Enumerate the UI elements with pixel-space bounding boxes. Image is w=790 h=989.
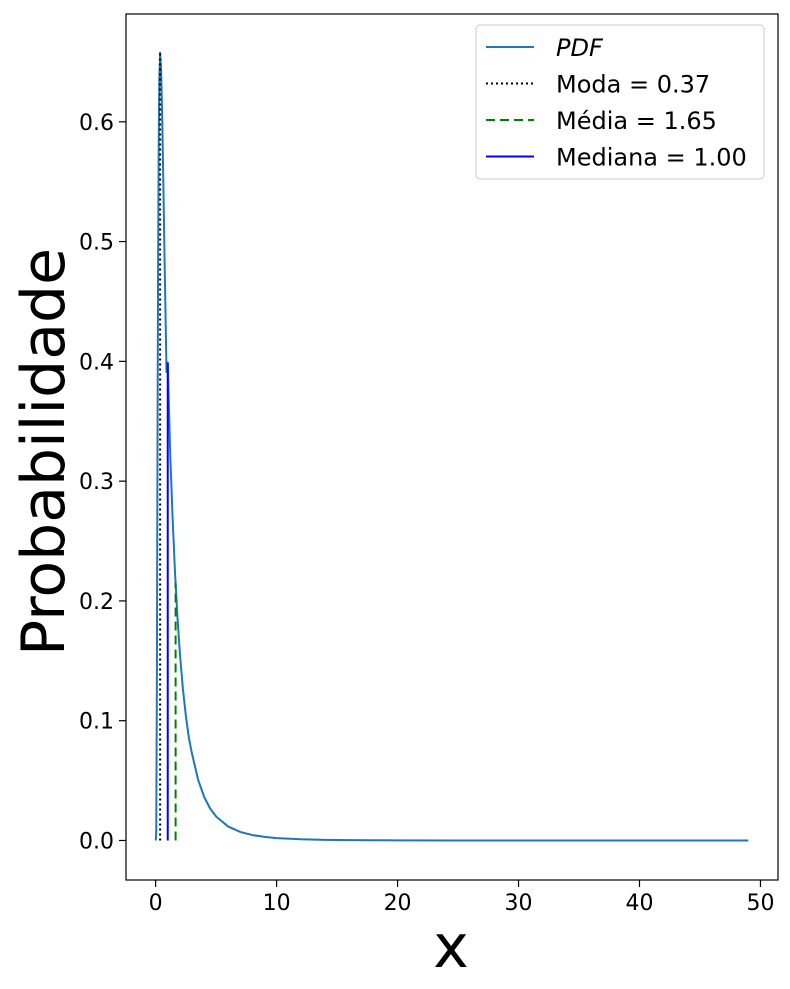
plot-area [125,13,779,881]
x-tick-label-2: 20 [384,891,412,916]
legend-box [475,24,765,180]
x-axis-label: x [433,912,469,982]
x-tick-label-1: 10 [263,891,291,916]
x-tick-label-3: 30 [505,891,533,916]
y-tick-label-1: 0.1 [79,710,114,735]
legend-label-2: Média = 1.65 [556,107,717,135]
y-tick-label-5: 0.5 [79,231,114,256]
y-axis-label: Probabilidade [9,248,79,656]
x-tick-label-5: 50 [746,891,774,916]
legend-label-0: PDF [556,34,604,62]
plot-frame [125,13,779,881]
y-tick-label-3: 0.3 [79,470,114,495]
legend-label-3: Mediana = 1.00 [556,144,747,172]
x-tick-label-0: 0 [149,891,163,916]
y-tick-label-4: 0.4 [79,350,114,375]
y-tick-label-0: 0.0 [79,829,114,854]
x-tick-label-4: 40 [625,891,653,916]
y-tick-label-2: 0.2 [79,590,114,615]
y-tick-label-6: 0.6 [79,111,114,136]
legend: PDF Moda = 0.37 Média = 1.65 Mediana = 1.00 [475,24,765,180]
series-line-0 [154,51,749,842]
legend-label-1: Moda = 0.37 [556,71,710,99]
axes-ticks: 0 10 20 30 40 50 0.0 0.1 0.2 0.3 0.4 0.5 0.6 [79,111,774,916]
